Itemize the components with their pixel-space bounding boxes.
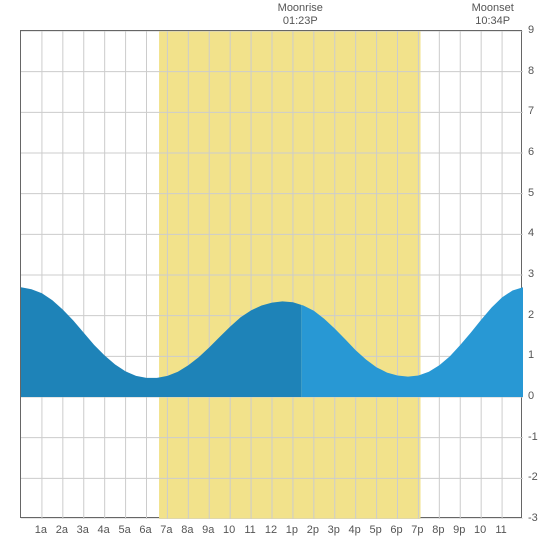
y-tick-label: 9	[528, 24, 534, 36]
plot-area	[20, 30, 522, 518]
moonrise-title: Moonrise	[270, 2, 330, 15]
tide-chart: Moonrise 01:23P Moonset 10:34P -3-2-1012…	[0, 0, 550, 550]
moonrise-label: Moonrise 01:23P	[270, 2, 330, 28]
x-tick-label: 3a	[77, 524, 89, 536]
x-tick-label: 10	[223, 524, 235, 536]
moonset-time: 10:34P	[463, 15, 523, 28]
x-tick-label: 11	[244, 524, 255, 536]
y-tick-label: 1	[528, 349, 534, 361]
tide-area-layer	[21, 287, 523, 397]
x-tick-label: 9p	[453, 524, 465, 536]
y-tick-label: -1	[528, 431, 538, 443]
moonrise-time: 01:23P	[270, 15, 330, 28]
x-tick-label: 4p	[349, 524, 361, 536]
x-tick-label: 8p	[432, 524, 444, 536]
y-tick-label: 2	[528, 309, 534, 321]
x-tick-label: 2a	[56, 524, 68, 536]
y-tick-label: 5	[528, 187, 534, 199]
x-tick-label: 10	[474, 524, 486, 536]
x-tick-label: 6p	[390, 524, 402, 536]
y-tick-label: 6	[528, 146, 534, 158]
x-tick-label: 9a	[202, 524, 214, 536]
x-tick-label: 7p	[411, 524, 423, 536]
x-tick-label: 3p	[328, 524, 340, 536]
x-tick-label: 1p	[286, 524, 298, 536]
x-tick-label: 8a	[181, 524, 193, 536]
moonset-label: Moonset 10:34P	[463, 2, 523, 28]
x-tick-label: 6a	[139, 524, 151, 536]
x-tick-label: 4a	[98, 524, 110, 536]
x-tick-label: 11	[495, 524, 506, 536]
moonset-title: Moonset	[463, 2, 523, 15]
x-tick-label: 1a	[35, 524, 47, 536]
plot-svg	[21, 31, 523, 519]
y-tick-label: 4	[528, 227, 534, 239]
y-tick-label: 3	[528, 268, 534, 280]
x-tick-label: 5p	[369, 524, 381, 536]
x-tick-label: 12	[265, 524, 277, 536]
y-tick-label: 7	[528, 105, 534, 117]
y-tick-label: 0	[528, 390, 534, 402]
x-tick-label: 2p	[307, 524, 319, 536]
x-tick-label: 5a	[118, 524, 130, 536]
y-tick-label: -3	[528, 512, 538, 524]
grid-layer	[21, 31, 523, 519]
y-tick-label: 8	[528, 65, 534, 77]
x-tick-label: 7a	[160, 524, 172, 536]
y-tick-label: -2	[528, 471, 538, 483]
